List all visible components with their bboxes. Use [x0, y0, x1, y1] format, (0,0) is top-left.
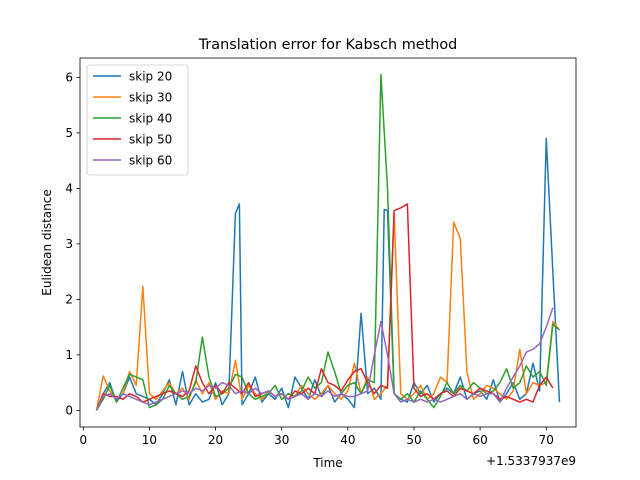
y-axis-label: Eulidean distance: [40, 189, 54, 295]
axes-frame: [79, 57, 577, 428]
y-tick-label: 6: [65, 71, 73, 85]
y-tick-label: 0: [65, 404, 73, 418]
x-axis: 0 10 20 30 40 50 60 70: [79, 427, 554, 447]
y-tick-label: 2: [65, 293, 73, 307]
x-tick-label: 0: [79, 433, 87, 447]
chart-title: Translation error for Kabsch method: [198, 37, 458, 53]
x-tick-label: 50: [406, 433, 421, 447]
x-tick-label: 10: [142, 433, 157, 447]
legend-entry-label: skip 40: [129, 111, 172, 125]
legend-entry-label: skip 60: [129, 153, 172, 167]
plot-area: [95, 73, 561, 411]
legend-box: [86, 64, 189, 176]
series-line-4: [95, 203, 554, 411]
x-axis-offset-label: +1.5337937e9: [486, 454, 576, 468]
y-tick-label: 5: [65, 126, 73, 140]
legend-entry-label: skip 30: [129, 90, 172, 104]
y-tick-label: 4: [65, 182, 73, 196]
series-line-2: [95, 212, 561, 411]
legend-entry-label: skip 20: [129, 69, 172, 83]
y-tick-label: 3: [65, 237, 73, 251]
series-line-1: [95, 137, 561, 411]
y-axis: 0 1 2 3 4 5 6: [65, 71, 80, 418]
legend-entry-label: skip 50: [129, 132, 172, 146]
x-tick-label: 40: [340, 433, 355, 447]
legend: skip 20 skip 30 skip 40 skip 50 skip 60: [86, 64, 189, 176]
x-axis-label: Time: [312, 456, 342, 470]
x-tick-label: 60: [472, 433, 487, 447]
x-tick-label: 30: [274, 433, 289, 447]
series-line-3: [95, 73, 560, 411]
x-tick-label: 20: [208, 433, 223, 447]
x-tick-label: 70: [539, 433, 554, 447]
series-line-5: [95, 307, 554, 411]
y-tick-label: 1: [65, 348, 73, 362]
